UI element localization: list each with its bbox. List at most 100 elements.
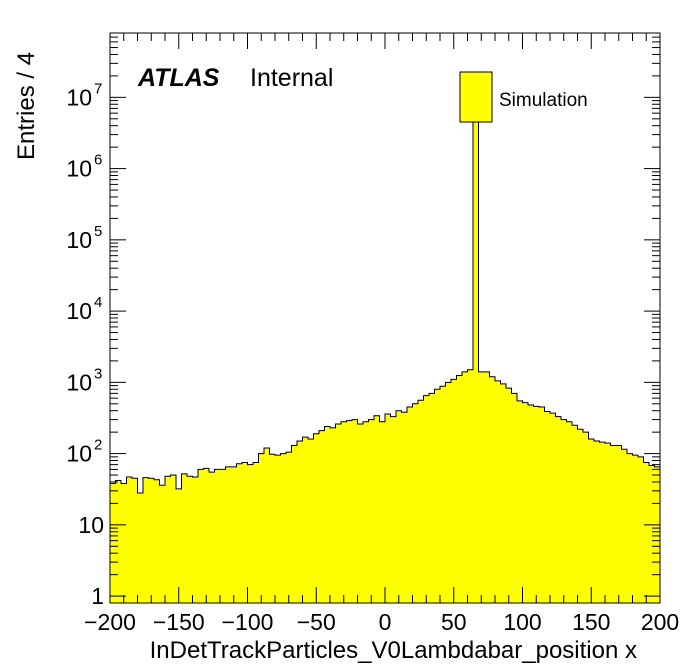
histogram-bar (517, 400, 523, 603)
histogram-bar (170, 475, 176, 603)
x-tick-labels: −200 −150 −100 −50 0 50 100 150 200 (84, 609, 679, 635)
histogram-bar (242, 462, 248, 603)
y-tick-label: 10 (66, 369, 92, 395)
histogram-bar (506, 388, 512, 603)
y-axis-label: Entries / 4 (13, 52, 40, 160)
histogram-bar (555, 416, 561, 603)
x-tick-label: 200 (641, 609, 679, 635)
histogram-bar (374, 415, 380, 603)
histogram-bar (654, 466, 660, 603)
histogram-bar (165, 476, 171, 603)
internal-label: Internal (250, 64, 333, 92)
histogram-bar (269, 454, 275, 603)
histogram-bar (632, 455, 638, 603)
x-tick-label: 50 (441, 609, 467, 635)
histogram-bar (396, 410, 402, 603)
y-tick-label: 10 (66, 298, 92, 324)
x-tick-label: −100 (222, 609, 274, 635)
histogram-bar (385, 413, 391, 603)
histogram-bar (181, 473, 187, 603)
histogram-bar (308, 439, 314, 603)
histogram-bar (198, 469, 204, 603)
plot-frame (109, 32, 661, 604)
histogram-bar (363, 421, 369, 603)
histogram-bar (467, 369, 473, 603)
x-tick-label: −50 (297, 609, 336, 635)
histogram-bar (588, 439, 594, 603)
histogram-bar (341, 421, 347, 603)
histogram-bar (258, 453, 264, 603)
y-tick-label: 10 (66, 156, 92, 182)
histogram-bar (440, 386, 446, 603)
histogram-bar (275, 455, 281, 603)
histogram-bar (528, 405, 534, 603)
histogram-bar (225, 466, 231, 603)
histogram-bar (187, 476, 193, 603)
legend-swatch (459, 71, 493, 123)
histogram-bar (423, 395, 429, 603)
y-tick-label-exponent: 6 (94, 152, 102, 169)
histogram-bar (577, 429, 583, 603)
histogram-outline (109, 121, 661, 603)
x-tick-label: −200 (84, 609, 136, 635)
legend: Simulation (459, 71, 588, 123)
histogram-bar (610, 445, 616, 603)
histogram-bar (561, 419, 567, 603)
x-tick-label: 0 (379, 609, 392, 635)
histogram-bar (154, 479, 160, 603)
histogram-bar (434, 389, 440, 603)
histogram-bar (132, 478, 138, 603)
histogram-bar (297, 441, 303, 603)
histogram-bar (638, 456, 644, 603)
histogram-bar (280, 453, 286, 603)
histogram-bar (291, 445, 297, 603)
histogram-bar (148, 478, 154, 603)
atlas-label: ATLAS (137, 64, 220, 92)
x-tick-label: −150 (153, 609, 205, 635)
x-tick-label: 100 (503, 609, 541, 635)
histogram-bars (109, 121, 661, 603)
histogram-bar (539, 407, 545, 603)
histogram-bar (649, 465, 655, 603)
histogram-bar (247, 464, 253, 603)
histogram-bar (192, 476, 198, 603)
histogram-bar (236, 463, 242, 603)
y-tick-label: 10 (66, 84, 92, 110)
histogram-bar (550, 413, 556, 603)
histogram-bar (599, 442, 605, 603)
histogram-bar (324, 426, 330, 603)
histogram-bar (209, 472, 215, 603)
histogram-bar (352, 419, 358, 603)
y-tick-label-exponent: 5 (94, 223, 102, 240)
legend-entry-simulation: Simulation (499, 90, 588, 111)
histogram-bar (572, 425, 578, 603)
histogram-bar (390, 416, 396, 603)
histogram-bar (533, 406, 539, 603)
histogram-bar (605, 443, 611, 603)
histogram-bar (583, 432, 589, 603)
histogram-bar (302, 437, 308, 603)
histogram-bar (319, 430, 325, 603)
histogram-bar (418, 400, 424, 603)
histogram-bar (412, 403, 418, 603)
y-tick-label: 10 (66, 441, 92, 467)
y-tick-label-exponent: 4 (94, 294, 102, 311)
histogram-bar (445, 382, 451, 603)
histogram-bar (137, 492, 143, 603)
histogram-bar (110, 483, 116, 603)
histogram-bar (495, 380, 501, 603)
histogram-bar (462, 371, 468, 603)
x-tick-label: 150 (572, 609, 610, 635)
histogram-bar (566, 421, 572, 603)
histogram-bar (346, 420, 352, 603)
histogram-bar (544, 411, 550, 603)
histogram-bar (522, 402, 528, 603)
histogram-bar (379, 421, 385, 603)
histogram-bar (489, 376, 495, 603)
histogram-bar (616, 445, 622, 603)
histogram-bar (143, 477, 149, 603)
y-tick-label-exponent: 7 (94, 80, 102, 97)
y-tick-label: 10 (66, 227, 92, 253)
x-axis-label: InDetTrackParticles_V0Lambdabar_position… (150, 637, 637, 664)
